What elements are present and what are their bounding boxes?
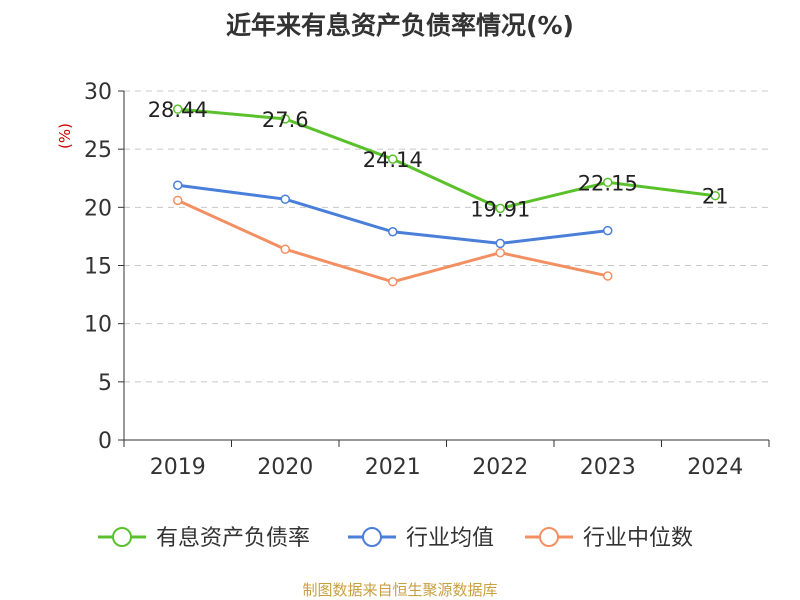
data-point (603, 177, 613, 188)
gridlines (124, 90, 769, 383)
x-tick-label: 2024 (687, 455, 743, 480)
data-point (280, 114, 290, 124)
data-label: 19.91 (470, 197, 530, 221)
data-point (495, 203, 505, 214)
data-point (603, 225, 613, 236)
legend-swatch-marker (112, 527, 132, 547)
x-tick-label: 2021 (365, 455, 421, 480)
data-point (280, 244, 290, 254)
data-point (710, 190, 720, 201)
x-tick-label: 2019 (150, 455, 206, 480)
series-group (173, 104, 720, 287)
series-line (177, 107, 716, 210)
legend-label: 行业中位数 (583, 526, 693, 551)
data-label: 21 (702, 185, 729, 209)
data-labels: 28.44 27.6 24.14 19.91 22.15 21 (148, 98, 729, 221)
data-point (603, 271, 613, 281)
data-label: 22.15 (578, 171, 638, 195)
x-tick-label: 2022 (472, 455, 528, 480)
data-point (173, 104, 183, 114)
source-footer: 制图数据来自恒生聚源数据库 (302, 581, 498, 599)
legend-label: 有息资产负债率 (156, 526, 310, 551)
y-tick-label: 10 (84, 313, 112, 338)
legend: 有息资产负债率 行业均值 行业中位数 (98, 526, 693, 551)
data-point (388, 154, 398, 164)
y-tick-label: 15 (84, 255, 112, 280)
y-tick-label: 0 (98, 429, 112, 454)
y-tick-label: 5 (98, 371, 112, 396)
series-line (177, 198, 609, 284)
data-point (173, 180, 183, 190)
data-label: 24.14 (363, 148, 423, 172)
data-label: 27.6 (262, 108, 309, 132)
data-point (388, 277, 398, 287)
data-label: 28.44 (148, 98, 208, 122)
data-point (280, 194, 290, 204)
y-tick-label: 20 (84, 196, 112, 221)
x-tick-label: 2020 (257, 455, 313, 480)
legend-swatch-marker (362, 527, 382, 547)
y-tick-label: 30 (84, 80, 112, 105)
legend-label: 行业均值 (406, 526, 494, 551)
data-point (388, 227, 398, 237)
data-point (495, 247, 505, 258)
y-tick-label: 25 (84, 138, 112, 163)
legend-swatch-marker (539, 527, 559, 547)
axes: 0 5 10 15 20 25 30 2019 2020 2021 2022 2023 2024 (84, 80, 770, 480)
data-point (495, 238, 505, 249)
x-tick-label: 2023 (580, 455, 636, 480)
chart-title: 近年来有息资产负债率情况(%) (226, 11, 574, 40)
data-point (173, 195, 183, 206)
